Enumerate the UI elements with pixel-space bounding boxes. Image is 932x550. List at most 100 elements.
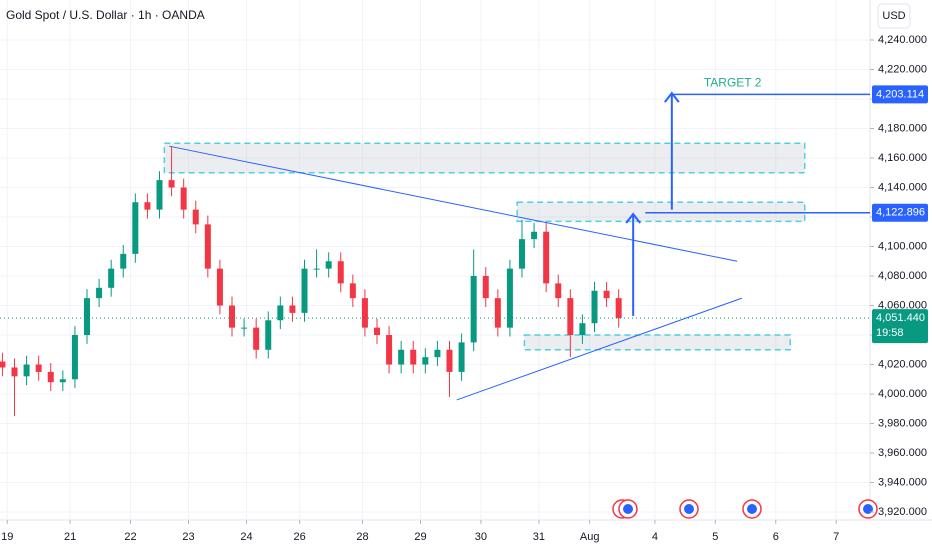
candle-body	[555, 283, 562, 299]
currency-button[interactable]	[877, 3, 911, 29]
zone	[163, 142, 806, 174]
x-tick-label: 22	[124, 531, 136, 543]
candle-body	[168, 180, 175, 188]
event-flag	[684, 504, 694, 514]
y-tick-label: 4,180.000	[878, 122, 927, 134]
candle-body	[543, 231, 550, 284]
candle-body	[144, 202, 151, 210]
candle-body	[59, 379, 66, 383]
candle-body	[47, 371, 54, 383]
x-tick-label: 31	[533, 531, 545, 543]
candle-body	[410, 349, 417, 365]
y-tick-label: 4,140.000	[878, 181, 927, 193]
event-flag	[623, 504, 633, 514]
x-tick-label: 24	[240, 531, 252, 543]
candle-body	[156, 180, 163, 210]
x-tick-label: 7	[833, 531, 839, 543]
candle-body	[591, 290, 598, 324]
event-flag	[747, 504, 757, 514]
y-tick-label: 3,960.000	[878, 447, 927, 459]
candle-body	[11, 367, 18, 377]
currency[interactable]: USD	[882, 10, 905, 22]
event-icons	[612, 499, 878, 519]
candle-body	[603, 290, 610, 299]
y-tick-label: 4,160.000	[878, 152, 927, 164]
level-label-box	[872, 85, 928, 104]
candle-body	[349, 283, 356, 299]
chart-title: Gold Spot / U.S. Dollar · 1h · OANDA	[6, 8, 205, 22]
candle-body	[120, 253, 127, 269]
y-tick-label: 4,000.000	[878, 388, 927, 400]
candle-body	[386, 335, 393, 365]
level-label: 4,122.896	[876, 207, 925, 219]
candle-body	[494, 298, 501, 328]
level-label-box	[872, 203, 928, 222]
zone	[523, 334, 792, 351]
y-tick-label: 3,920.000	[878, 506, 927, 518]
candle-body	[229, 305, 235, 328]
candle-body	[446, 349, 453, 372]
x-tick-label: 6	[773, 531, 779, 543]
zone	[516, 201, 806, 223]
y-tick-label: 3,980.000	[878, 417, 927, 429]
annotation: TARGET 2	[704, 76, 762, 90]
y-tick-label: 4,060.000	[878, 299, 927, 311]
x-tick-label: 30	[475, 531, 487, 543]
candle-body	[253, 327, 260, 350]
candle-body	[519, 239, 525, 269]
x-tick-label: 5	[712, 531, 718, 543]
candle-body	[277, 305, 284, 321]
candle-body	[216, 268, 223, 306]
candle-body	[180, 187, 187, 210]
x-tick-label: 29	[414, 531, 426, 543]
candle-body	[615, 298, 622, 319]
candle-body	[301, 268, 308, 313]
candle-body	[506, 268, 513, 328]
last-price-label: 4,051.440	[876, 312, 925, 324]
candle-body	[84, 298, 90, 336]
x-tick-label: 23	[182, 531, 194, 543]
y-tick-label: 3,940.000	[878, 476, 927, 488]
candle-body	[567, 298, 574, 336]
candle-body	[0, 361, 6, 368]
trendline	[169, 145, 738, 262]
candle-body	[35, 364, 42, 372]
candle-body	[531, 231, 538, 240]
candle-body	[325, 261, 332, 269]
plot-area: TARGET 2	[0, 0, 870, 520]
y-tick-label: 4,240.000	[878, 34, 927, 46]
y-tick-label: 4,220.000	[878, 63, 927, 75]
x-tick-label: 4	[652, 531, 658, 543]
trendline	[456, 297, 743, 401]
countdown: 19:58	[876, 327, 904, 339]
event-flag	[863, 504, 873, 514]
candle-body	[422, 357, 429, 365]
x-tick-label: 21	[64, 531, 76, 543]
candle-body	[132, 202, 139, 254]
candle-body	[398, 349, 405, 365]
x-tick-label: Aug	[580, 531, 600, 543]
x-tick-label: 19	[1, 531, 13, 543]
candle-body	[241, 327, 248, 329]
candle-body	[96, 287, 103, 299]
candle-body	[337, 261, 344, 284]
arrow-head	[664, 91, 680, 103]
last-price-box	[872, 309, 928, 344]
candle-body	[265, 320, 272, 350]
candle-body	[289, 305, 296, 313]
candle-body	[458, 342, 465, 372]
candle-body	[470, 276, 477, 343]
y-tick-label: 4,080.000	[878, 270, 927, 282]
candle-body	[434, 349, 441, 358]
y-tick-label: 4,020.000	[878, 358, 927, 370]
candle-body	[71, 335, 78, 380]
candle-body	[108, 268, 115, 288]
candle-body	[23, 364, 30, 377]
candle-body	[579, 323, 586, 336]
x-tick-label: 28	[356, 531, 368, 543]
x-tick-label: 26	[294, 531, 306, 543]
candle-body	[204, 224, 211, 269]
